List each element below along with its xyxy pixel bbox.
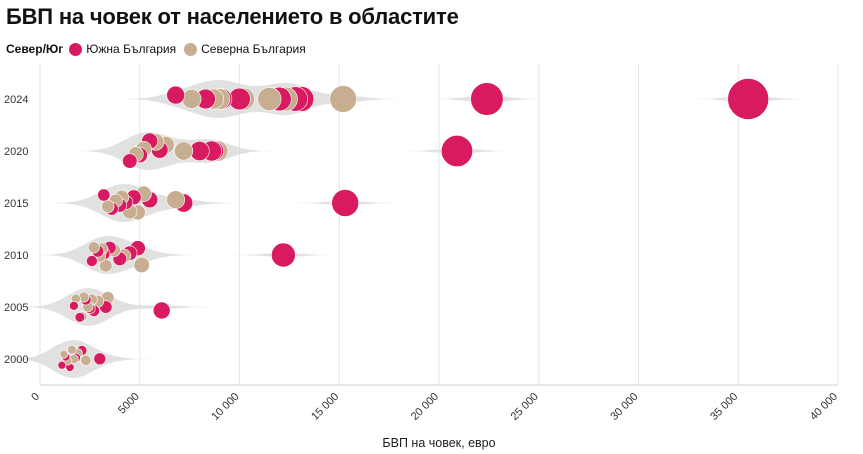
density-shape	[20, 288, 216, 326]
bubble-south	[74, 312, 86, 323]
bubble-south	[97, 188, 111, 202]
x-tick-labels: 0 5000 10 000 15 000 20 000 25 000 30 000 35 00…	[29, 391, 840, 423]
bubble-north	[257, 87, 282, 112]
density-shapes	[8, 80, 803, 378]
x-axis-title: БВП на човек, евро	[382, 436, 495, 450]
bubble-south	[727, 78, 770, 120]
bubble-south	[470, 82, 504, 116]
bubble-north	[329, 85, 357, 113]
y-tick-label: 2024	[4, 94, 28, 106]
bubble-south	[271, 242, 296, 268]
y-tick-label: 2000	[4, 354, 28, 366]
legend-label-north: Северна България	[201, 42, 306, 56]
x-tick-label: 15 000	[309, 391, 341, 423]
legend-item-north: Северна България	[184, 42, 306, 56]
x-tick-label: 20 000	[409, 391, 441, 423]
bubble-south	[331, 189, 360, 217]
x-tick-label: 10 000	[209, 391, 241, 423]
bubble-south	[69, 300, 79, 311]
bubble-north	[166, 190, 185, 209]
bubble-north	[133, 256, 150, 274]
y-tick-labels: 2000 2005 2010 2015 2020 2024	[4, 94, 28, 366]
x-tick-label: 0	[29, 391, 42, 404]
x-tick-label: 35 000	[708, 391, 740, 423]
bubble-north	[174, 141, 194, 161]
bubble-south	[166, 85, 185, 105]
y-tick-label: 2005	[4, 302, 28, 314]
bubble-south	[57, 360, 67, 370]
bubble-south	[440, 135, 473, 168]
legend-swatch-north	[184, 42, 198, 56]
bubbles	[57, 78, 770, 372]
legend-swatch-south	[69, 42, 83, 56]
x-tick-label: 40 000	[808, 391, 840, 423]
bubble-south	[152, 301, 171, 320]
bubble-north	[67, 345, 77, 355]
bubble-north	[80, 354, 92, 366]
bubble-south	[86, 255, 98, 267]
x-tick-label: 5000	[116, 391, 142, 417]
chart-title: БВП на човек от населението в областите	[6, 4, 459, 29]
legend-title: Север/Юг	[6, 42, 64, 56]
x-tick-label: 30 000	[608, 391, 640, 423]
legend-item-south: Южна България	[69, 42, 176, 56]
y-tick-label: 2015	[4, 198, 28, 210]
bubble-north	[181, 89, 202, 109]
bubble-north	[87, 241, 100, 254]
bubble-north	[101, 199, 115, 213]
bubble-south	[122, 153, 138, 169]
grid-lines	[39, 64, 839, 385]
density-shape	[75, 132, 511, 170]
x-tick-label: 25 000	[509, 391, 541, 423]
bubble-south	[93, 352, 107, 366]
legend-label-south: Южна България	[86, 42, 177, 56]
y-tick-label: 2020	[4, 146, 28, 158]
bubble-north	[59, 349, 69, 359]
legend: Север/Юг Южна България Северна България	[6, 40, 314, 58]
y-tick-label: 2010	[4, 250, 28, 262]
